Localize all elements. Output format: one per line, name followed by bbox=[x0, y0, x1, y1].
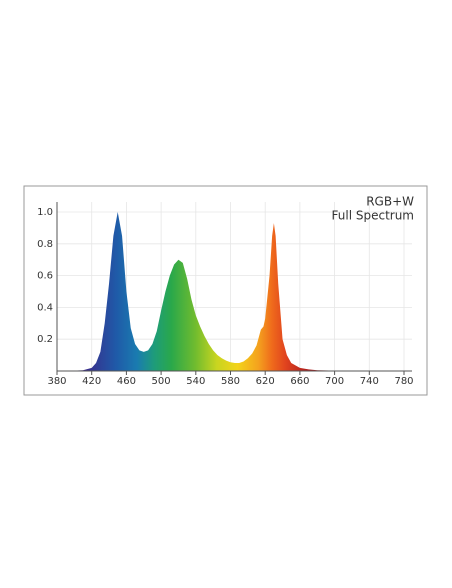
annotation: Full Spectrum bbox=[332, 209, 414, 223]
y-tick-label: 0.4 bbox=[37, 302, 53, 313]
x-tick-label: 660 bbox=[290, 376, 309, 387]
x-tick-label: 460 bbox=[117, 376, 136, 387]
plot: 0.2 0.4 0.6 0.8 1.0 380 420 460 500 540 580 620 660 7… bbox=[37, 202, 414, 387]
chart-frame bbox=[23, 185, 428, 396]
spectrum-area bbox=[57, 212, 404, 371]
x-tick-label: 620 bbox=[256, 376, 275, 387]
x-tick-label: 700 bbox=[325, 376, 344, 387]
x-tick-label: 780 bbox=[394, 376, 413, 387]
y-tick-label: 0.6 bbox=[37, 271, 53, 282]
x-tick-label: 740 bbox=[360, 376, 379, 387]
x-tick-label: 540 bbox=[186, 376, 205, 387]
x-tick-label: 380 bbox=[47, 376, 66, 387]
x-tick-label: 420 bbox=[82, 376, 101, 387]
y-tick-label: 1.0 bbox=[37, 207, 53, 218]
annotation: RGB+W bbox=[366, 195, 414, 209]
y-tick-label: 0.8 bbox=[37, 239, 53, 250]
y-tick-label: 0.2 bbox=[37, 334, 53, 345]
x-tick-label: 580 bbox=[221, 376, 240, 387]
x-tick-label: 500 bbox=[152, 376, 171, 387]
